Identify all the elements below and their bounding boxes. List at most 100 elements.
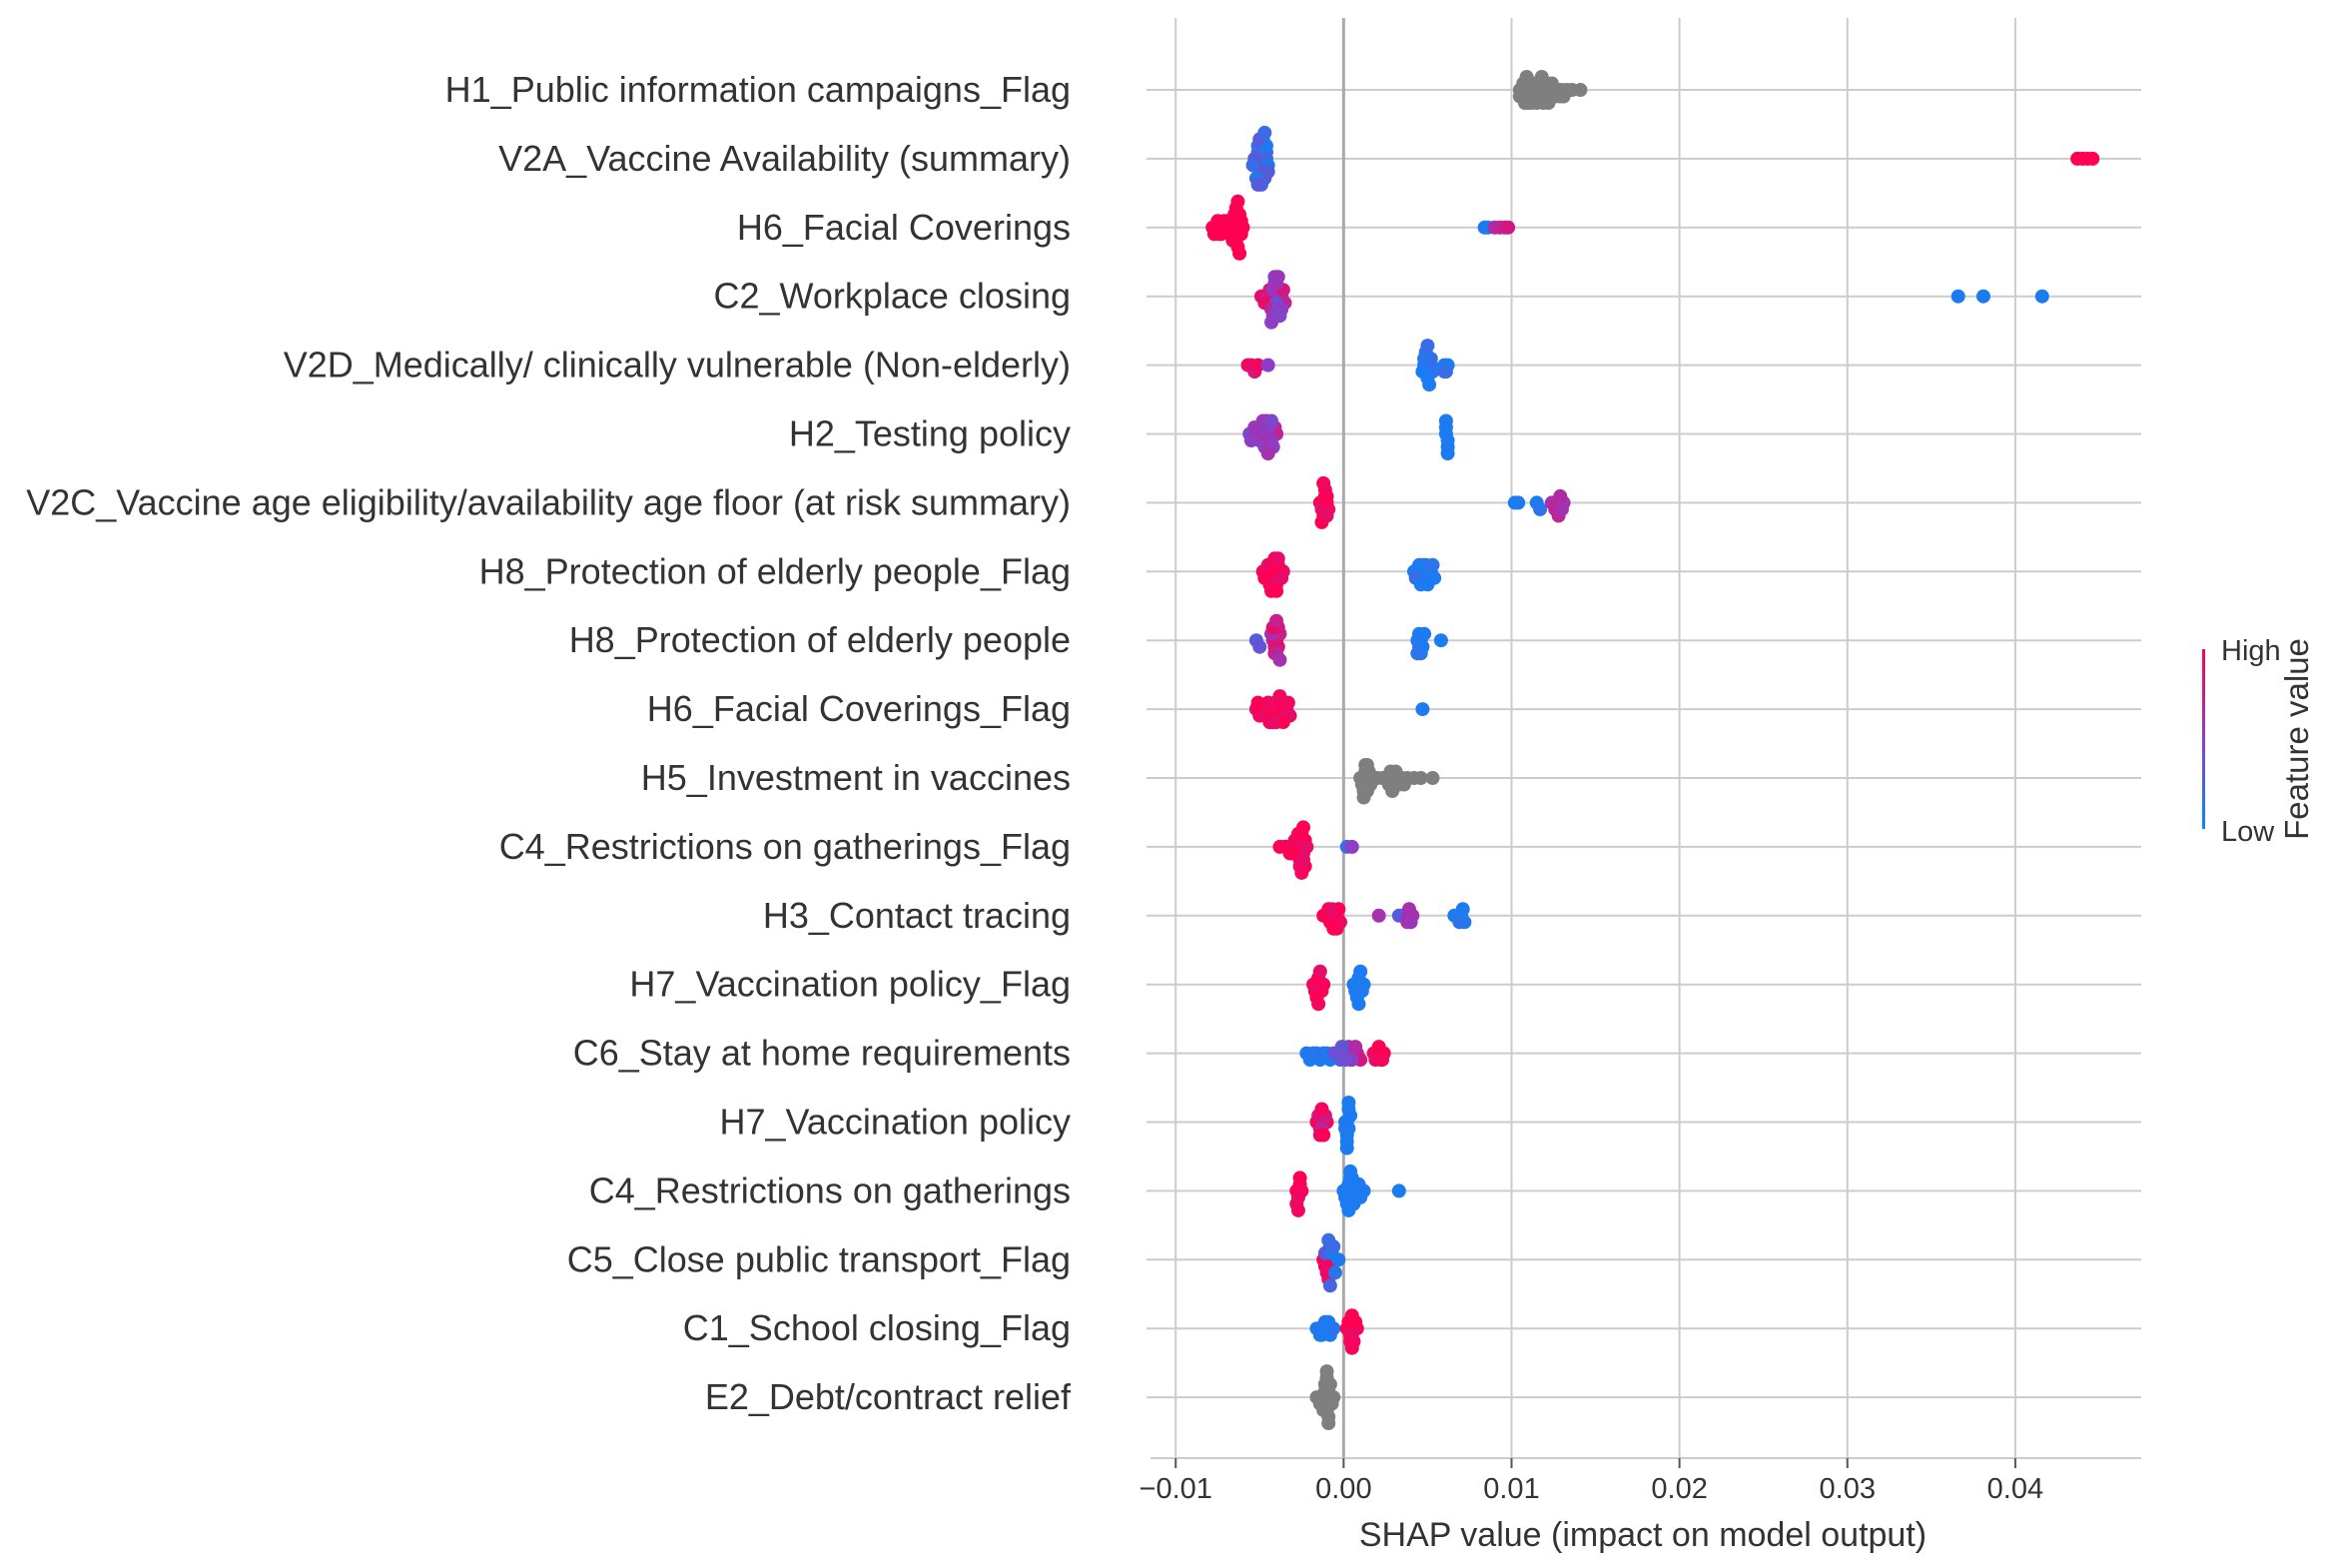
shap-point bbox=[1269, 583, 1284, 598]
x-axis-title: SHAP value (impact on model output) bbox=[1359, 1516, 1927, 1554]
shap-point bbox=[1420, 577, 1435, 592]
shap-point bbox=[1294, 865, 1309, 880]
shap-point bbox=[1324, 902, 1339, 917]
shap-point bbox=[1269, 613, 1284, 628]
feature-label: C2_Workplace closing bbox=[713, 276, 1071, 317]
feature-label: C1_School closing_Flag bbox=[683, 1307, 1071, 1348]
shap-point bbox=[2034, 289, 2049, 304]
shap-point bbox=[1296, 820, 1311, 835]
feature-label: H8_Protection of elderly people_Flag bbox=[479, 550, 1071, 591]
shap-point bbox=[1233, 214, 1248, 229]
feature-label: V2D_Medically/ clinically vulnerable (No… bbox=[284, 345, 1071, 386]
shap-point bbox=[1265, 715, 1280, 730]
shap-point bbox=[1294, 1183, 1309, 1198]
feature-label: H6_Facial Coverings_Flag bbox=[647, 688, 1071, 729]
feature-label: E2_Debt/contract relief bbox=[705, 1376, 1072, 1417]
shap-point bbox=[1351, 997, 1366, 1012]
x-tick-label: 0.03 bbox=[1820, 1473, 1876, 1505]
colorbar-gradient bbox=[2202, 649, 2205, 829]
shap-point bbox=[1410, 646, 1425, 661]
shap-point bbox=[1314, 1102, 1329, 1117]
shap-point bbox=[1344, 1340, 1359, 1355]
shap-point bbox=[1321, 1416, 1336, 1431]
shap-point bbox=[1415, 702, 1430, 717]
feature-label: C4_Restrictions on gatherings_Flag bbox=[499, 826, 1071, 867]
shap-point bbox=[1541, 96, 1556, 110]
shap-point bbox=[1272, 652, 1287, 667]
shap-point bbox=[1341, 1096, 1356, 1110]
shap-point bbox=[1339, 1141, 1354, 1156]
feature-label: H8_Protection of elderly people bbox=[569, 619, 1071, 660]
shap-point bbox=[1950, 289, 1965, 304]
shap-point bbox=[1314, 1327, 1329, 1342]
shap-point bbox=[1270, 551, 1285, 566]
grid-lines bbox=[1174, 18, 2016, 1458]
shap-point bbox=[1544, 76, 1559, 91]
shap-point bbox=[1348, 1040, 1363, 1055]
feature-row-lines bbox=[1147, 89, 2141, 1399]
shap-point bbox=[1316, 475, 1331, 490]
shap-point bbox=[1321, 1314, 1336, 1329]
shap-point bbox=[1438, 413, 1453, 428]
shap-point bbox=[1311, 997, 1326, 1012]
shap-point bbox=[1319, 1364, 1334, 1379]
shap-point bbox=[1213, 227, 1228, 242]
shap-point bbox=[1533, 501, 1548, 516]
shap-point bbox=[1413, 771, 1428, 785]
shap-point bbox=[1260, 446, 1275, 460]
shap-point bbox=[1338, 1122, 1353, 1136]
shap-point bbox=[1425, 557, 1440, 572]
shap-point bbox=[1264, 315, 1279, 330]
shap-point bbox=[1371, 1040, 1386, 1055]
shap-point bbox=[1534, 70, 1549, 84]
shap-point bbox=[1243, 433, 1258, 447]
feature-label: V2C_Vaccine age eligibility/availability… bbox=[26, 481, 1071, 522]
shap-point bbox=[1341, 1202, 1356, 1217]
shap-point bbox=[1257, 125, 1272, 140]
shap-point bbox=[1433, 633, 1448, 648]
shap-point bbox=[1316, 1128, 1331, 1143]
shap-point bbox=[1573, 83, 1588, 97]
shap-point bbox=[1344, 1308, 1359, 1323]
feature-label: V2A_Vaccine Availability (summary) bbox=[498, 138, 1071, 179]
shap-point bbox=[1331, 1252, 1346, 1267]
feature-labels: H1_Public information campaigns_Flag V2A_… bbox=[26, 69, 1072, 1417]
feature-label: C6_Stay at home requirements bbox=[573, 1033, 1071, 1074]
shap-point bbox=[1396, 777, 1411, 792]
shap-point bbox=[1290, 1202, 1305, 1217]
shap-point bbox=[1322, 1278, 1337, 1293]
shap-point bbox=[1245, 158, 1260, 173]
shap-point bbox=[1326, 1239, 1341, 1254]
feature-label: H1_Public information campaigns_Flag bbox=[445, 69, 1071, 110]
x-axis-ticks: −0.01 0.00 0.01 0.02 0.03 0.04 bbox=[1140, 1458, 2043, 1505]
feature-label: H6_Facial Coverings bbox=[737, 207, 1071, 248]
colorbar-high-label: High bbox=[2221, 635, 2281, 667]
shap-point bbox=[1417, 352, 1432, 367]
shap-point bbox=[1230, 194, 1245, 209]
colorbar-low-label: Low bbox=[2221, 816, 2275, 848]
x-tick-label: 0.01 bbox=[1483, 1473, 1539, 1505]
shap-point bbox=[1232, 246, 1247, 261]
shap-point bbox=[1554, 501, 1569, 516]
shap-point bbox=[1420, 339, 1435, 354]
shap-point bbox=[1319, 508, 1334, 523]
shap-point bbox=[1264, 413, 1279, 428]
shap-point bbox=[1391, 1183, 1406, 1198]
shap-point bbox=[1403, 915, 1418, 930]
x-tick-label: 0.02 bbox=[1651, 1473, 1707, 1505]
shap-points bbox=[1205, 70, 2100, 1431]
colorbar: High Low Feature value bbox=[2202, 635, 2315, 848]
shap-point bbox=[1275, 715, 1290, 730]
shap-point bbox=[1359, 758, 1374, 772]
feature-label: H5_Investment in vaccines bbox=[641, 757, 1071, 798]
shap-point bbox=[1455, 902, 1470, 917]
shap-point bbox=[1511, 495, 1526, 510]
shap-point bbox=[1356, 790, 1371, 805]
feature-label: C4_Restrictions on gatherings bbox=[589, 1170, 1071, 1210]
shap-point bbox=[1501, 220, 1516, 235]
x-tick-label: −0.01 bbox=[1140, 1473, 1212, 1505]
shap-point bbox=[1553, 488, 1568, 503]
shap-point bbox=[1422, 378, 1437, 392]
feature-label: C5_Close public transport_Flag bbox=[567, 1238, 1071, 1279]
